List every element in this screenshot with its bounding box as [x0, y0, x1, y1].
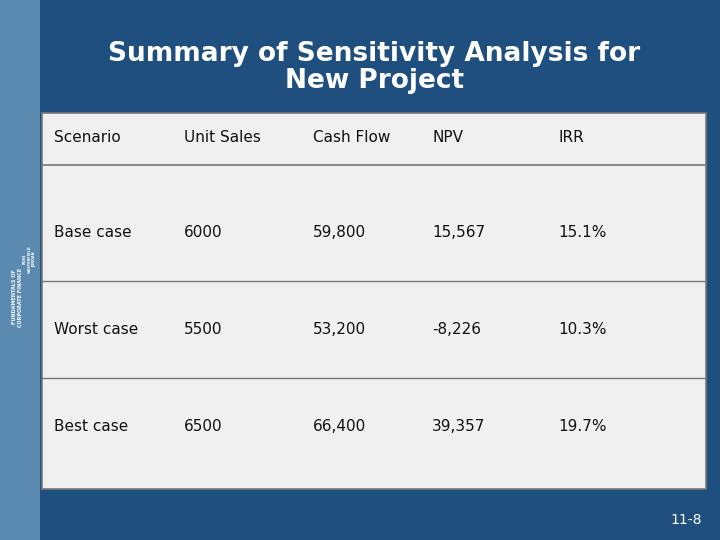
Text: Unit Sales: Unit Sales	[184, 130, 261, 145]
Text: -8,226: -8,226	[432, 322, 481, 337]
Text: 10.3%: 10.3%	[558, 322, 606, 337]
Text: 59,800: 59,800	[313, 225, 366, 240]
Text: ROSS
WESTERFIELD
JORDAN: ROSS WESTERFIELD JORDAN	[23, 246, 36, 273]
Text: Worst case: Worst case	[54, 322, 138, 337]
Text: 5500: 5500	[184, 322, 222, 337]
Text: 15,567: 15,567	[432, 225, 485, 240]
Text: IRR: IRR	[558, 130, 584, 145]
Text: 53,200: 53,200	[313, 322, 366, 337]
Text: NPV: NPV	[432, 130, 463, 145]
Text: Scenario: Scenario	[54, 130, 121, 145]
Text: Base case: Base case	[54, 225, 132, 240]
Bar	[42, 113, 706, 489]
Text: Best case: Best case	[54, 419, 128, 434]
Text: New Project: New Project	[285, 68, 464, 94]
Text: 6000: 6000	[184, 225, 222, 240]
Text: 11-8: 11-8	[670, 512, 702, 526]
Text: Summary of Sensitivity Analysis for: Summary of Sensitivity Analysis for	[108, 41, 641, 67]
Text: 39,357: 39,357	[432, 419, 485, 434]
Text: Cash Flow: Cash Flow	[313, 130, 390, 145]
Text: 66,400: 66,400	[313, 419, 366, 434]
Text: 19.7%: 19.7%	[558, 419, 606, 434]
Text: 6500: 6500	[184, 419, 222, 434]
Bar	[0, 0, 40, 540]
Bar	[40, 0, 720, 113]
Text: FUNDAMENTALS OF
CORPORATE FINANCE: FUNDAMENTALS OF CORPORATE FINANCE	[12, 267, 23, 327]
Text: 15.1%: 15.1%	[558, 225, 606, 240]
